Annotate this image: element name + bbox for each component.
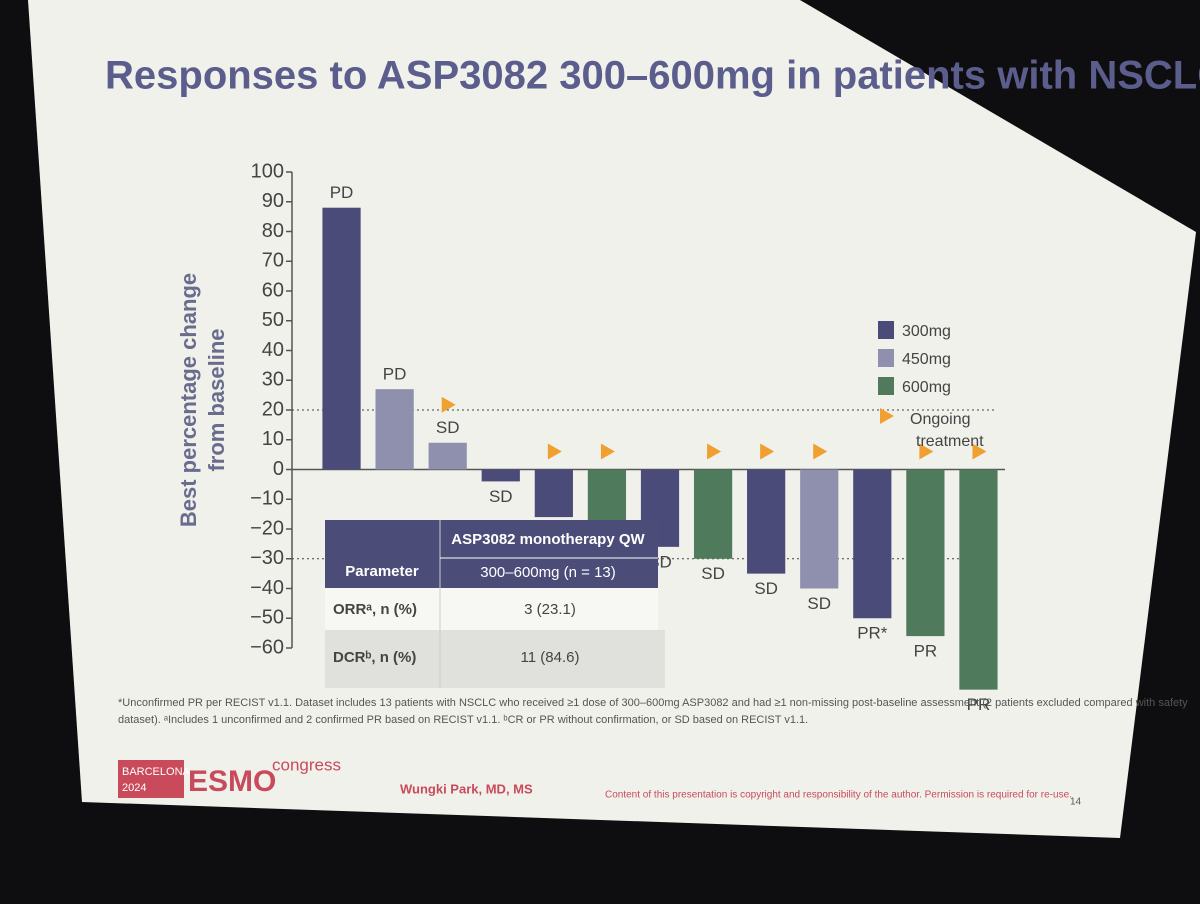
table-row [325,588,658,630]
y-tick-label: 80 [262,220,284,242]
table-cell: DCRᵇ, n (%) [333,649,416,666]
y-tick-label: −60 [250,636,284,658]
bar [428,442,467,470]
bar-label: SD [489,487,513,506]
chart: Best percentage change from baseline10090… [176,160,1005,714]
bar-label: PR [967,695,991,714]
footnote: *Unconfirmed PR per RECIST v1.1. Dataset… [118,697,1188,709]
table: Parameter ASP3082 monotherapy QW 300–600mg… [325,520,665,688]
table-header-cell: ASP3082 monotherapy QW [451,531,645,548]
y-tick-label: −40 [250,577,284,599]
y-tick-label: 10 [262,428,284,450]
legend: 300mg 450mg 600mg Ongoing treatment [878,321,984,450]
ongoing-marker [760,443,775,460]
bar-label: SD [701,564,725,583]
bar [906,469,945,637]
footer-brand-suffix: congress [272,755,341,774]
bar [747,469,786,574]
city-badge [118,760,184,798]
bar [853,469,892,619]
table-header-cell: Parameter [345,563,419,580]
bar-label: PD [383,365,407,384]
y-tick-label: 40 [262,339,284,361]
y-tick-label: 60 [262,279,284,301]
y-tick-label: 90 [262,190,284,212]
y-axis-label: Best percentage change [176,273,201,527]
legend-swatch [878,321,894,339]
bar [481,469,520,482]
bar-label: PD [330,183,354,202]
footer-city: BARCELONA [122,766,191,778]
table-cell: 3 (23.1) [524,601,576,618]
legend-label: Ongoing [910,411,971,428]
bar-label: PR [914,642,938,661]
legend-swatch [878,377,894,395]
y-tick-label: 30 [262,369,284,391]
legend-label: treatment [916,433,984,450]
table-cell: ORRᵃ, n (%) [333,601,417,618]
y-tick-label: −30 [250,547,284,569]
legend-marker [880,408,894,424]
table-header [325,520,658,588]
legend-label: 300mg [902,323,951,340]
footer-year: 2024 [122,782,146,794]
ongoing-marker [707,443,722,460]
chart-title: Responses to ASP3082 300–600mg in patien… [105,54,1200,98]
bar [959,469,998,690]
bar [375,389,414,470]
bar-label: PR* [857,624,888,643]
y-tick-label: 20 [262,398,284,420]
bar [534,469,573,518]
ongoing-marker [441,396,456,413]
footnote: dataset). ᵃIncludes 1 unconfirmed and 2 … [118,714,808,726]
footer-page: 14 [1070,797,1082,808]
legend-label: 600mg [902,379,951,396]
table-header-cell: 300–600mg (n = 13) [480,564,616,581]
ongoing-marker [919,443,934,460]
slide [28,0,1196,838]
bar [587,469,627,527]
bar [800,469,839,589]
ongoing-marker [813,443,828,460]
ongoing-marker [972,443,987,460]
y-tick-label: 100 [251,160,284,182]
ongoing-marker [600,443,615,460]
y-tick-label: −50 [250,607,284,629]
table-cell: 11 (84.6) [521,649,580,666]
y-tick-label: 70 [262,250,284,272]
legend-label: 450mg [902,351,951,368]
footer-author: Wungki Park, MD, MS [400,781,533,796]
bar [322,207,361,470]
y-tick-label: −20 [250,517,284,539]
y-axis-label: from baseline [204,328,229,471]
footer-copyright: Content of this presentation is copyrigh… [605,790,1072,801]
y-tick-label: 0 [273,458,284,480]
legend-swatch [878,349,894,367]
bar-label: SD [807,594,831,613]
footer-brand: ESMO [188,765,276,798]
bar-label: SD [436,418,460,437]
bar [693,469,733,559]
y-tick-label: 50 [262,309,284,331]
table-row [325,630,665,688]
bar-label: SD [754,579,778,598]
y-tick-label: −10 [250,488,284,510]
ongoing-marker [547,443,562,460]
